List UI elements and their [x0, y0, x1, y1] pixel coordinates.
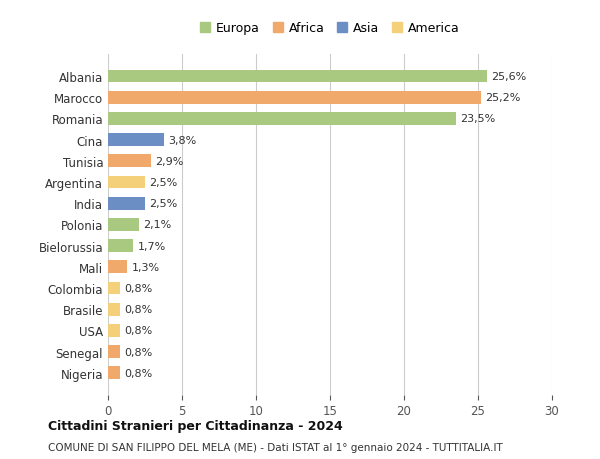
Bar [108, 261, 127, 274]
Text: Cittadini Stranieri per Cittadinanza - 2024: Cittadini Stranieri per Cittadinanza - 2… [48, 419, 343, 432]
Bar [108, 218, 139, 231]
Bar [108, 92, 481, 104]
Bar [108, 71, 487, 83]
Bar [108, 134, 164, 147]
Text: 0,8%: 0,8% [124, 326, 152, 336]
Text: 2,9%: 2,9% [155, 157, 184, 167]
Text: 1,3%: 1,3% [131, 262, 160, 272]
Bar [108, 346, 120, 358]
Bar [108, 282, 120, 295]
Text: 2,5%: 2,5% [149, 178, 178, 188]
Bar [108, 197, 145, 210]
Bar [108, 303, 120, 316]
Text: 2,5%: 2,5% [149, 199, 178, 209]
Text: 0,8%: 0,8% [124, 368, 152, 378]
Bar [108, 155, 151, 168]
Bar [108, 367, 120, 379]
Text: 25,6%: 25,6% [491, 72, 527, 82]
Legend: Europa, Africa, Asia, America: Europa, Africa, Asia, America [195, 17, 465, 40]
Bar [108, 176, 145, 189]
Text: 0,8%: 0,8% [124, 347, 152, 357]
Text: 2,1%: 2,1% [143, 220, 172, 230]
Bar [108, 325, 120, 337]
Text: 0,8%: 0,8% [124, 304, 152, 314]
Text: 25,2%: 25,2% [485, 93, 521, 103]
Bar [108, 240, 133, 252]
Text: 0,8%: 0,8% [124, 283, 152, 293]
Bar [108, 113, 456, 125]
Text: 3,8%: 3,8% [169, 135, 197, 146]
Text: 1,7%: 1,7% [137, 241, 166, 251]
Text: 23,5%: 23,5% [460, 114, 496, 124]
Text: COMUNE DI SAN FILIPPO DEL MELA (ME) - Dati ISTAT al 1° gennaio 2024 - TUTTITALIA: COMUNE DI SAN FILIPPO DEL MELA (ME) - Da… [48, 442, 503, 452]
